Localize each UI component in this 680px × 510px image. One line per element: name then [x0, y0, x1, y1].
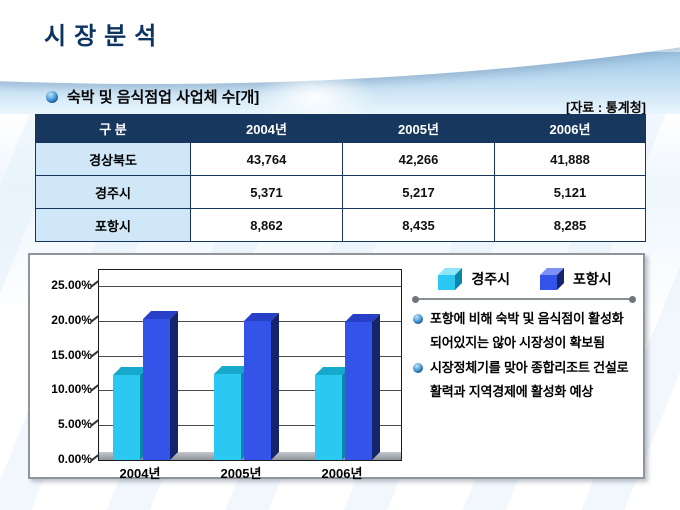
chart-bar-s0-c0	[113, 367, 148, 460]
note-bullet-icon	[413, 314, 423, 324]
share-bar-chart: 25.00% 20.00% 15.00% 10.00% 5.00% 0.00% 2004년 2…	[30, 255, 410, 481]
section-heading: 숙박 및 음식점업 사업체 수[개]	[46, 86, 259, 107]
bar-front-face	[244, 321, 271, 460]
table-body: 경상북도 43,764 42,266 41,888 경주시 5,371 5,217 5,121…	[35, 142, 646, 242]
legend-label: 포항시	[573, 271, 612, 287]
cube-front-face	[438, 275, 456, 290]
table-cell: 42,266	[342, 142, 495, 176]
divider-dot-right	[629, 295, 636, 303]
note-text: 시장정체기를 맞아 종합리조트 건설로 활력과 지역경제에 활성화 예상	[430, 360, 629, 399]
note-item: 시장정체기를 맞아 종합리조트 건설로 활력과 지역경제에 활성화 예상	[413, 356, 637, 404]
cube-front-face	[540, 275, 557, 290]
legend-divider	[412, 295, 636, 303]
notes-panel: 경주시 포항시 포항에 비해 숙박 및 음식점이 활성화 되어있지는 않아 시장성…	[411, 255, 639, 477]
bar-side-face	[170, 311, 178, 460]
y-axis-tick-label: 5.00%	[57, 417, 92, 432]
chart-legend: 경주시 포항시	[411, 255, 639, 290]
x-axis-category-label: 2006년	[321, 466, 363, 481]
page-title: 시장분석	[44, 23, 165, 50]
legend-cube-icon	[540, 268, 564, 290]
table-row: 경상북도 43,764 42,266 41,888	[35, 142, 646, 176]
table-cell: 41,888	[494, 142, 646, 176]
table-row: 경주시 5,371 5,217 5,121	[35, 175, 646, 209]
bar-front-face	[315, 375, 342, 460]
table-cell: 8,862	[190, 208, 343, 242]
table-cell: 8,435	[342, 208, 495, 242]
x-axis-category-label: 2004년	[119, 466, 161, 481]
chart-bar-s1-c2	[345, 314, 380, 460]
table-header-row: 구 분 2004년 2005년 2006년	[35, 114, 646, 143]
chart-gridline	[99, 286, 401, 287]
table-cell: 43,764	[190, 142, 343, 176]
chart-bar-s1-c0	[143, 311, 178, 460]
note-text: 포항에 비해 숙박 및 음식점이 활성화 되어있지는 않아 시장성이 확보됨	[430, 311, 624, 350]
y-axis-tick-label: 20.00%	[51, 312, 92, 327]
bar-front-face	[143, 319, 170, 460]
business-count-table: 구 분 2004년 2005년 2006년 경상북도 43,764 42,266 41,888…	[35, 114, 646, 242]
note-item: 포항에 비해 숙박 및 음식점이 활성화 되어있지는 않아 시장성이 확보됨	[413, 307, 637, 355]
y-axis-tick-label: 15.00%	[51, 347, 92, 362]
analysis-box: 25.00% 20.00% 15.00% 10.00% 5.00% 0.00% 2004년 2…	[28, 253, 645, 481]
x-axis-category-label: 2005년	[220, 466, 262, 481]
table-header-cell: 구 분	[35, 114, 191, 143]
legend-label: 경주시	[471, 271, 510, 287]
divider-dot-left	[412, 295, 419, 303]
y-axis-tick-label: 10.00%	[51, 382, 92, 397]
section-bullet-icon	[46, 90, 58, 103]
bar-front-face	[113, 375, 140, 460]
table-cell: 5,121	[494, 175, 646, 209]
table-row-label: 경상북도	[35, 142, 191, 176]
chart-plot-area	[98, 269, 402, 461]
legend-item: 경주시	[438, 268, 510, 290]
table-row: 포항시 8,862 8,435 8,285	[35, 208, 646, 242]
notes-list: 포항에 비해 숙박 및 음식점이 활성화 되어있지는 않아 시장성이 확보됨 시…	[411, 307, 639, 404]
y-axis-tick-label: 25.00%	[51, 278, 92, 292]
table-header-cell: 2005년	[342, 114, 495, 143]
table-row-label: 포항시	[35, 208, 191, 242]
chart-bar-s0-c1	[214, 366, 249, 460]
note-bullet-icon	[413, 363, 423, 373]
legend-cube-icon	[438, 268, 463, 290]
table-header-cell: 2004년	[190, 114, 343, 143]
table-head: 구 분 2004년 2005년 2006년	[35, 114, 646, 143]
chart-bar-s0-c2	[315, 367, 350, 460]
table-cell: 5,371	[190, 175, 343, 209]
legend-item: 포항시	[540, 268, 612, 290]
y-axis-tick-label: 0.00%	[57, 452, 92, 466]
table-row-label: 경주시	[35, 175, 191, 209]
bar-side-face	[372, 314, 380, 460]
table-cell: 8,285	[494, 208, 646, 242]
table-cell: 5,217	[342, 175, 495, 209]
table-header-cell: 2006년	[494, 114, 646, 143]
bar-front-face	[214, 374, 241, 460]
section-label: 숙박 및 음식점업 사업체 수[개]	[67, 89, 260, 106]
bar-side-face	[271, 313, 279, 460]
chart-bar-s1-c1	[244, 313, 279, 460]
bar-front-face	[345, 322, 372, 460]
